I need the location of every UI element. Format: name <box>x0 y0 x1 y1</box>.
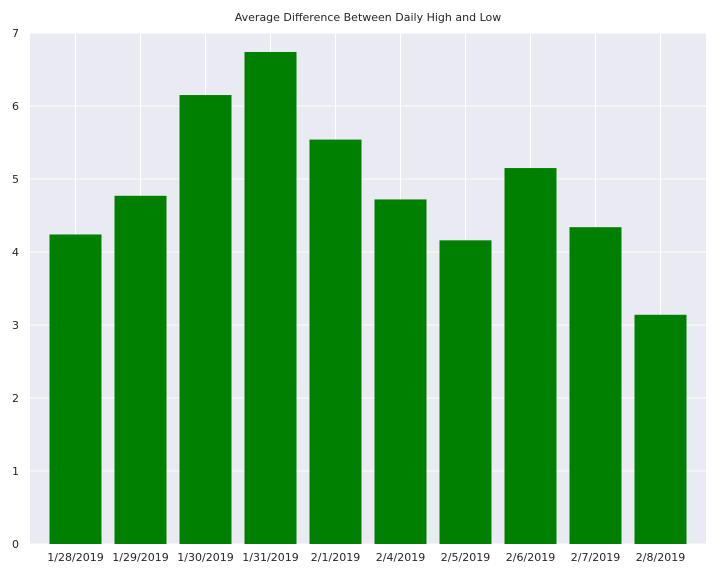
x-tick-label: 2/1/2019 <box>311 551 360 564</box>
bar <box>309 139 362 544</box>
bar <box>374 199 427 544</box>
chart-title: Average Difference Between Daily High an… <box>235 11 501 24</box>
x-tick-label: 1/28/2019 <box>47 551 103 564</box>
bar <box>179 95 232 545</box>
x-tick-label: 2/6/2019 <box>506 551 555 564</box>
y-tick-label: 5 <box>12 173 19 186</box>
y-axis-tick-labels: 0 1 2 3 4 5 6 7 <box>12 27 19 551</box>
y-tick-label: 2 <box>12 392 19 405</box>
y-tick-label: 1 <box>12 465 19 478</box>
x-tick-label: 2/8/2019 <box>636 551 685 564</box>
bar <box>634 314 687 544</box>
x-axis-tick-labels: 1/28/2019 1/29/2019 1/30/2019 1/31/2019 2/1/… <box>47 551 685 564</box>
bar <box>114 195 167 545</box>
bar <box>439 240 492 544</box>
y-tick-label: 4 <box>12 246 19 259</box>
y-tick-label: 3 <box>12 319 19 332</box>
y-tick-label: 7 <box>12 27 19 40</box>
x-tick-label: 2/5/2019 <box>441 551 490 564</box>
bar <box>49 234 102 545</box>
x-tick-label: 2/4/2019 <box>376 551 425 564</box>
bars <box>49 51 687 545</box>
x-tick-label: 1/29/2019 <box>112 551 168 564</box>
x-tick-label: 1/31/2019 <box>242 551 298 564</box>
x-tick-label: 2/7/2019 <box>571 551 620 564</box>
y-tick-label: 6 <box>12 100 19 113</box>
bar <box>244 51 297 544</box>
y-tick-label: 0 <box>12 538 19 551</box>
bar <box>569 227 622 544</box>
x-tick-label: 1/30/2019 <box>177 551 233 564</box>
bar <box>504 168 557 545</box>
